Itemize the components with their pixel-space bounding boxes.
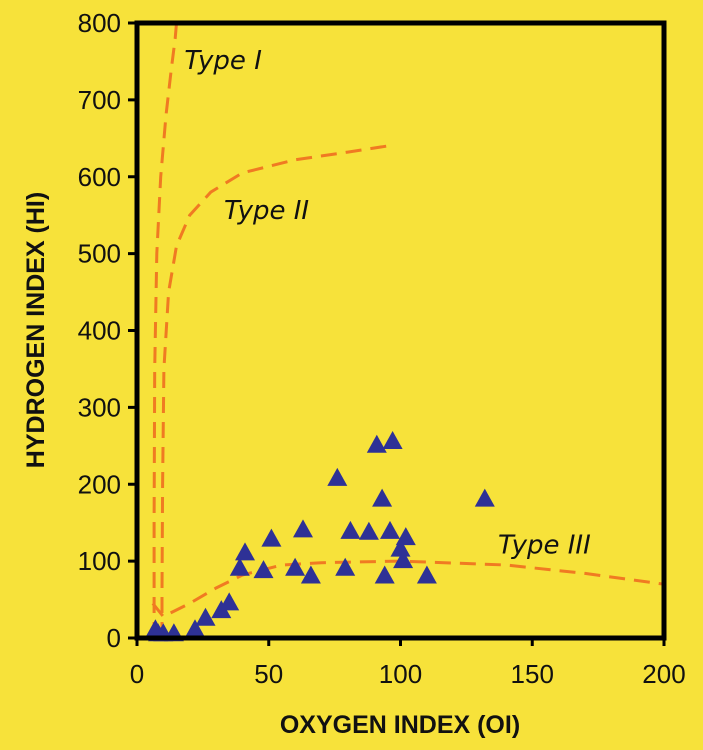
x-axis-title: OXYGEN INDEX (OI) <box>280 711 520 739</box>
x-tick-label: 150 <box>511 659 554 689</box>
data-point <box>327 467 348 486</box>
y-tick-label: 700 <box>78 85 121 115</box>
data-point <box>219 592 240 611</box>
x-tick-label: 0 <box>130 659 144 689</box>
y-tick-label: 200 <box>78 469 121 499</box>
data-point <box>253 560 274 579</box>
axis-ticks: 0 50 100 150 200 0 100 200 300 400 500 600 700 800 <box>78 8 686 689</box>
y-tick-label: 100 <box>78 546 121 576</box>
data-point <box>416 565 437 584</box>
curve-label-3: Type III <box>498 530 591 560</box>
data-point <box>300 565 321 584</box>
reference-curve-3 <box>151 559 665 619</box>
data-point <box>195 607 216 626</box>
data-point <box>366 434 387 453</box>
plot-area: Type I Type II Type III <box>145 22 665 642</box>
reference-curve-1 <box>152 22 178 638</box>
data-point <box>382 431 403 449</box>
curve-label-1: Type I <box>184 46 261 76</box>
data-point <box>285 557 306 576</box>
data-point <box>335 557 356 576</box>
y-axis-title: HYDROGEN INDEX (HI) <box>22 192 50 468</box>
data-point <box>261 528 282 547</box>
data-point <box>229 557 250 576</box>
y-tick-label: 500 <box>78 239 121 269</box>
data-point <box>185 619 205 638</box>
x-tick-label: 100 <box>379 659 422 689</box>
data-point <box>358 521 379 540</box>
data-point <box>340 520 361 539</box>
data-point <box>393 550 414 569</box>
data-point <box>374 565 395 584</box>
y-tick-label: 600 <box>78 162 121 192</box>
reference-curve-2 <box>160 144 388 638</box>
data-point <box>235 542 255 561</box>
data-point <box>395 527 416 546</box>
data-point <box>474 488 495 507</box>
x-tick-label: 50 <box>254 659 283 689</box>
data-point <box>293 519 313 538</box>
curve-label-2: Type II <box>224 196 309 226</box>
y-tick-label: 300 <box>78 392 121 422</box>
x-tick-label: 200 <box>642 659 685 689</box>
data-point <box>390 538 411 557</box>
data-point <box>372 488 393 507</box>
y-tick-label: 800 <box>78 8 121 38</box>
y-tick-label: 0 <box>107 623 121 653</box>
data-point <box>380 520 400 539</box>
y-tick-label: 400 <box>78 316 121 346</box>
